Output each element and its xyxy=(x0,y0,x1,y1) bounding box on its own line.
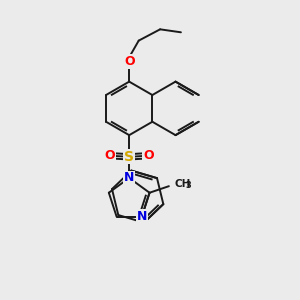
Text: 3: 3 xyxy=(185,182,191,190)
Text: N: N xyxy=(124,171,134,184)
Text: CH: CH xyxy=(175,179,191,189)
Text: S: S xyxy=(124,149,134,164)
Text: N: N xyxy=(136,210,147,223)
Text: O: O xyxy=(124,55,134,68)
Text: O: O xyxy=(143,149,154,162)
Text: O: O xyxy=(105,149,115,162)
